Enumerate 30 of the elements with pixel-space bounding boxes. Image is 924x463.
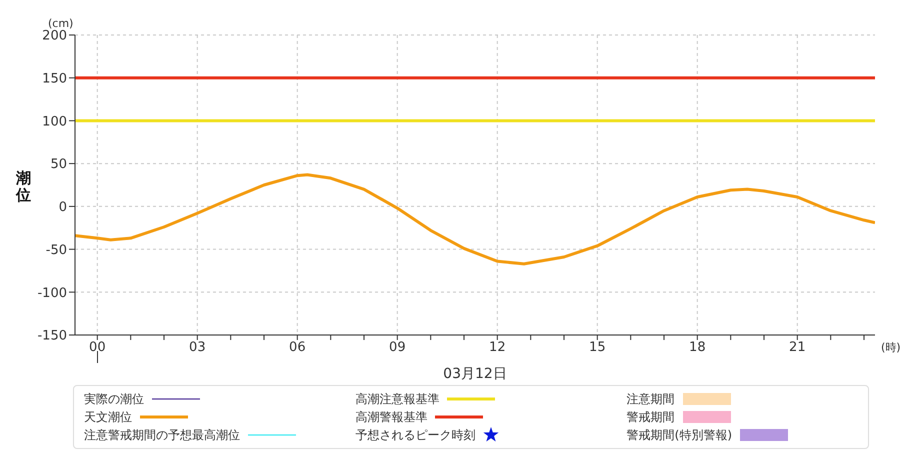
legend-label: 高潮注意報基準 [355,390,440,408]
legend-label: 予想されるピーク時刻 [355,426,476,444]
y-tick-label: 0 [58,200,67,216]
legend-label: 実際の潮位 [84,390,144,408]
line-series [75,173,875,266]
legend-label: 警戒期間 [626,408,675,426]
x-tick-label: 12 [489,340,506,356]
y-axis-title: 潮位 [16,169,32,204]
legend-label: 注意期間 [626,390,675,408]
x-tick-label: 09 [389,340,406,356]
y-tick-label: 200 [42,28,67,44]
x-axis-title: 03月12日 [443,366,507,382]
y-tick-label: 50 [50,157,67,172]
x-tick-label: 06 [289,340,306,356]
legend-label: 天文潮位 [84,408,132,426]
x-tick-label: 18 [689,340,706,356]
legend-label: 高潮警報基準 [355,408,428,426]
x-tick-label: 00 [89,340,106,356]
legend-label: 警戒期間(特別警報) [626,426,732,444]
y-tick-label: -100 [37,286,67,301]
text: (時) [881,340,901,355]
y-tick-label: 150 [42,71,67,86]
x-tick-label: 03 [189,340,206,356]
y-tick-label: -150 [37,328,67,344]
x-tick-label: 21 [789,340,806,356]
x-tick-label: 15 [589,340,606,356]
y-tick-label: -50 [46,242,67,258]
text: (cm) [48,17,74,30]
y-tick-label: 100 [42,114,67,130]
legend-label: 注意警戒期間の予想最高潮位 [84,426,240,444]
